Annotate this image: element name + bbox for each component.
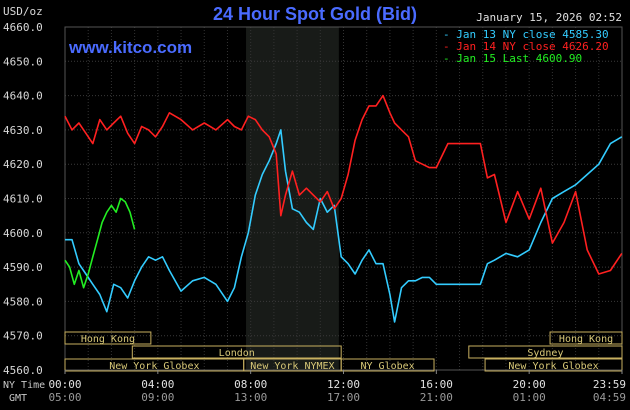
x-tick-label-ny: 12:00 xyxy=(327,378,360,391)
session-bar xyxy=(131,345,342,359)
session-label: NY Globex xyxy=(361,361,415,372)
ny-time-label: NY Time xyxy=(3,380,45,391)
y-tick-label: 4590.0 xyxy=(3,261,43,274)
session-label: New York Globex xyxy=(508,361,598,372)
market-sessions: Hong Kong Hong Kong London Sydney New York G… xyxy=(64,331,623,372)
x-tick-label-gmt: 13:00 xyxy=(234,391,267,404)
session-bar xyxy=(549,331,623,345)
legend-item-jan15: - Jan 15 Last 4600.90 xyxy=(443,52,583,65)
timestamp: January 15, 2026 02:52 xyxy=(476,11,622,24)
gmt-label: GMT xyxy=(9,393,27,404)
y-tick-label: 4630.0 xyxy=(3,124,43,137)
y-axis-ticks: 4560.0 4570.0 4580.0 4590.0 4600.0 4610.0 4620… xyxy=(3,21,43,377)
x-tick-label-gmt: 17:00 xyxy=(327,391,360,404)
legend-label: Jan 14 NY close 4626.20 xyxy=(456,40,609,53)
y-tick-label: 4600.0 xyxy=(3,227,43,240)
legend-label: Jan 13 NY close 4585.30 xyxy=(456,28,609,41)
y-tick-label: 4570.0 xyxy=(3,330,43,343)
y-tick-label: 4660.0 xyxy=(3,21,43,34)
x-tick-label-ny: 08:00 xyxy=(234,378,267,391)
y-tick-label: 4650.0 xyxy=(3,55,43,68)
series-line-2 xyxy=(64,197,136,289)
x-tick-label-gmt: 05:00 xyxy=(48,391,81,404)
session-bar xyxy=(484,358,623,372)
x-tick-label-ny: 23:59 xyxy=(593,378,626,391)
x-tick-label-ny: 04:00 xyxy=(141,378,174,391)
series-line-0 xyxy=(65,129,623,323)
x-tick-label-gmt: 21:00 xyxy=(420,391,453,404)
session-bar xyxy=(64,331,152,345)
session-label: New York NYMEX xyxy=(250,361,334,372)
session-label: Sydney xyxy=(527,348,563,359)
series-line-1 xyxy=(64,94,623,275)
y-tick-label: 4560.0 xyxy=(3,364,43,377)
session-label: Hong Kong xyxy=(559,334,613,345)
y-tick-label: 4610.0 xyxy=(3,193,43,206)
x-tick-label-ny: 00:00 xyxy=(48,378,81,391)
session-bar xyxy=(340,358,435,372)
legend-item-jan13: - Jan 13 NY close 4585.30 xyxy=(443,28,609,41)
y-tick-label: 4620.0 xyxy=(3,158,43,171)
x-tick-label-ny: 16:00 xyxy=(420,378,453,391)
y-tick-label: 4580.0 xyxy=(3,295,43,308)
session-bar xyxy=(468,345,623,359)
x-tick-label-ny: 20:00 xyxy=(513,378,546,391)
site-link[interactable]: www.kitco.com xyxy=(69,38,193,57)
chart-title: 24 Hour Spot Gold (Bid) xyxy=(213,4,417,24)
nymex-session-shade xyxy=(246,27,339,370)
x-tick-label-gmt: 04:59 xyxy=(593,391,626,404)
x-tick-label-gmt: 01:00 xyxy=(513,391,546,404)
legend-item-jan14: - Jan 14 NY close 4626.20 xyxy=(443,40,609,53)
legend-label: Jan 15 Last 4600.90 xyxy=(456,52,583,65)
units-label: USD/oz xyxy=(3,5,43,18)
session-label: London xyxy=(219,348,255,359)
session-label: Hong Kong xyxy=(81,334,135,345)
session-label: New York Globex xyxy=(109,361,199,372)
price-series xyxy=(64,94,623,323)
y-tick-label: 4640.0 xyxy=(3,90,43,103)
x-tick-label-gmt: 09:00 xyxy=(141,391,174,404)
